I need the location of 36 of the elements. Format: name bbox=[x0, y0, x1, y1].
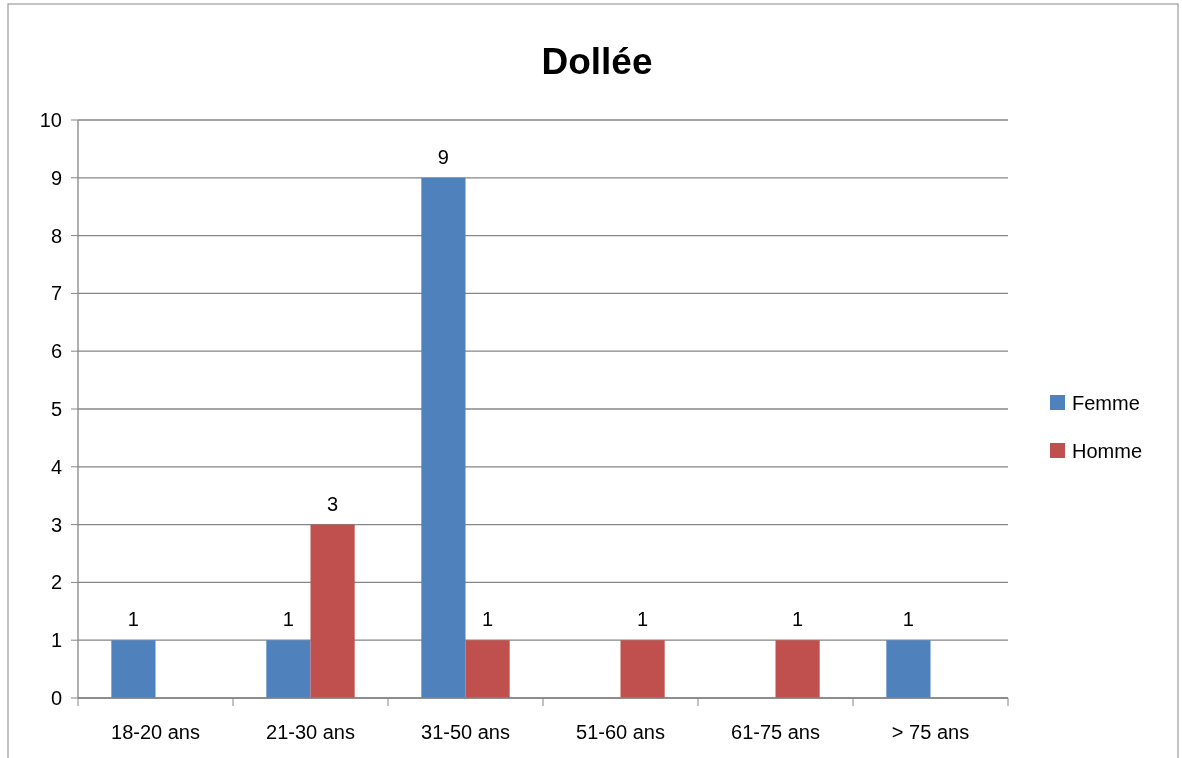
bar bbox=[620, 640, 665, 698]
y-tick-label: 0 bbox=[50, 687, 62, 709]
y-tick-label: 5 bbox=[50, 398, 62, 420]
y-tick-label: 2 bbox=[50, 571, 62, 594]
x-tick-label: 21-30 ans bbox=[266, 721, 355, 743]
x-tick-label: 18-20 ans bbox=[111, 721, 200, 743]
data-label: 1 bbox=[792, 608, 804, 631]
data-label: 1 bbox=[482, 608, 494, 631]
y-tick-label: 6 bbox=[50, 340, 62, 363]
x-tick-label: 51-60 ans bbox=[576, 721, 665, 743]
data-label: 3 bbox=[327, 492, 339, 515]
y-tick-label: 10 bbox=[39, 109, 62, 131]
bar bbox=[886, 640, 931, 698]
data-label: 1 bbox=[282, 608, 294, 631]
bar bbox=[421, 177, 466, 698]
x-tick-label: 61-75 ans bbox=[731, 721, 820, 743]
y-tick-label: 4 bbox=[50, 455, 62, 478]
y-tick-label: 3 bbox=[50, 513, 62, 536]
bar bbox=[775, 640, 820, 698]
y-tick-label: 9 bbox=[50, 166, 62, 189]
bar bbox=[111, 640, 156, 698]
x-tick-label: 31-50 ans bbox=[421, 721, 510, 743]
x-tick-label: > 75 ans bbox=[891, 721, 970, 743]
bar bbox=[310, 524, 355, 698]
y-tick-label: 7 bbox=[50, 282, 62, 305]
data-label: 9 bbox=[437, 145, 449, 168]
data-label: 1 bbox=[127, 608, 139, 631]
y-tick-label: 8 bbox=[50, 224, 62, 247]
bar bbox=[266, 640, 311, 698]
legend-label: Homme bbox=[1072, 440, 1143, 462]
legend-label: Femme bbox=[1072, 392, 1140, 414]
y-tick-label: 1 bbox=[50, 629, 62, 652]
chart-title: Dollée bbox=[541, 41, 653, 82]
data-label: 1 bbox=[902, 608, 914, 631]
bar bbox=[465, 640, 510, 698]
data-label: 1 bbox=[637, 608, 649, 631]
